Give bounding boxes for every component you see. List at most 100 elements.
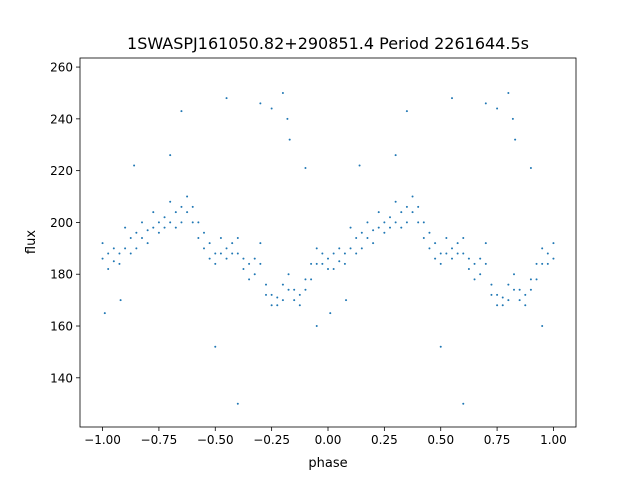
data-point xyxy=(298,304,301,307)
data-point xyxy=(394,154,397,157)
data-point xyxy=(281,91,284,94)
data-point xyxy=(434,257,437,260)
data-point xyxy=(242,268,245,271)
data-point xyxy=(417,205,420,208)
data-point xyxy=(490,283,493,286)
x-tick-label: −0.50 xyxy=(197,433,234,447)
data-point xyxy=(343,262,346,265)
data-point xyxy=(389,226,391,229)
data-point xyxy=(529,278,532,281)
data-point xyxy=(535,262,538,265)
data-point xyxy=(355,252,358,255)
data-point xyxy=(479,257,482,260)
data-point xyxy=(310,278,313,281)
data-point xyxy=(236,252,239,255)
data-point xyxy=(343,252,346,255)
data-point xyxy=(129,236,132,239)
data-point xyxy=(546,252,549,255)
data-point xyxy=(417,221,420,224)
data-point xyxy=(157,221,160,224)
data-point xyxy=(298,293,301,296)
data-point xyxy=(507,91,510,94)
data-point xyxy=(180,110,183,113)
data-point xyxy=(304,167,307,170)
data-points xyxy=(101,91,555,405)
y-tick-label: 200 xyxy=(50,216,73,230)
x-tick-label: −0.25 xyxy=(253,433,290,447)
y-tick-label: 240 xyxy=(50,112,73,126)
data-point xyxy=(400,226,403,229)
y-tick-label: 160 xyxy=(50,320,73,334)
data-point xyxy=(541,247,544,250)
data-point xyxy=(451,97,453,100)
data-point xyxy=(360,231,363,234)
data-point xyxy=(281,299,284,302)
data-point xyxy=(169,221,172,224)
data-point xyxy=(163,226,166,229)
data-point xyxy=(445,252,448,255)
data-point xyxy=(112,247,115,250)
data-point xyxy=(462,236,465,239)
data-point xyxy=(321,262,324,265)
data-point xyxy=(411,195,414,198)
data-point xyxy=(157,231,160,234)
data-point xyxy=(377,226,380,229)
data-point xyxy=(327,268,329,271)
data-point xyxy=(118,262,121,265)
data-point xyxy=(152,211,155,214)
data-point xyxy=(315,247,318,250)
data-point xyxy=(118,252,121,255)
data-point xyxy=(231,252,234,255)
data-point xyxy=(445,236,448,239)
data-point xyxy=(518,299,521,302)
data-point xyxy=(315,325,318,328)
data-point xyxy=(152,226,155,229)
data-point xyxy=(219,252,222,255)
data-point xyxy=(524,293,527,296)
data-point xyxy=(329,312,332,315)
data-point xyxy=(248,278,251,281)
data-point xyxy=(214,262,217,265)
data-point xyxy=(214,252,217,255)
data-point xyxy=(355,236,358,239)
data-point xyxy=(451,257,453,260)
data-point xyxy=(405,110,408,113)
data-point xyxy=(203,247,205,250)
data-point xyxy=(462,252,465,255)
data-point xyxy=(439,262,442,265)
data-point xyxy=(479,273,482,276)
data-point xyxy=(146,229,149,232)
data-point xyxy=(467,257,470,260)
data-point xyxy=(411,211,414,214)
data-point xyxy=(124,226,127,229)
data-point xyxy=(473,262,476,265)
data-point xyxy=(286,117,289,120)
data-point xyxy=(496,107,499,110)
data-point xyxy=(349,247,352,250)
data-point xyxy=(338,260,341,263)
data-point xyxy=(366,236,369,239)
data-point xyxy=(270,107,273,110)
data-point xyxy=(101,257,104,260)
data-point xyxy=(304,278,307,281)
data-point xyxy=(366,221,369,224)
data-point xyxy=(372,242,375,245)
data-point xyxy=(135,231,138,234)
data-point xyxy=(321,252,324,255)
data-point xyxy=(259,242,262,245)
data-point xyxy=(219,236,222,239)
data-point xyxy=(428,231,431,234)
data-point xyxy=(332,252,335,255)
data-point xyxy=(191,205,194,208)
data-point xyxy=(345,299,348,302)
data-point xyxy=(496,304,499,307)
data-point xyxy=(389,216,391,219)
x-tick-label: 0.25 xyxy=(371,433,398,447)
data-point xyxy=(513,288,515,291)
data-point xyxy=(383,221,386,224)
x-tick-label: −1.00 xyxy=(84,433,121,447)
data-point xyxy=(439,345,442,348)
data-point xyxy=(124,247,127,250)
data-point xyxy=(146,242,149,245)
